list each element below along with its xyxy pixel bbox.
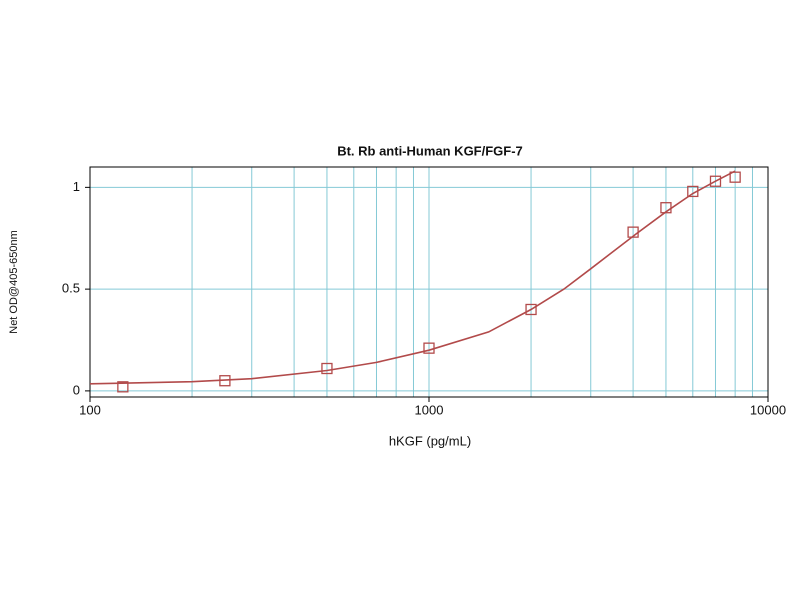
x-axis-label: hKGF (pg/mL) <box>389 433 471 448</box>
chart-title: Bt. Rb anti-Human KGF/FGF-7 <box>337 143 523 158</box>
y-tick-label: 0 <box>73 382 80 397</box>
x-tick-label: 10000 <box>750 402 786 417</box>
y-tick-label: 1 <box>73 179 80 194</box>
x-tick-label: 100 <box>79 402 101 417</box>
data-point <box>660 202 672 214</box>
data-point <box>423 342 435 354</box>
data-point <box>117 381 129 393</box>
data-point <box>627 226 639 238</box>
data-point <box>709 175 722 187</box>
y-tick-label: 0.5 <box>62 281 80 296</box>
data-point <box>729 171 741 183</box>
data-point <box>525 303 537 316</box>
fit-curve <box>89 170 736 385</box>
data-point <box>321 362 333 375</box>
data-point <box>219 375 231 387</box>
data-point <box>687 185 699 198</box>
x-tick-label: 1000 <box>415 402 444 417</box>
y-axis-label: Net OD@405-650nm <box>8 230 20 334</box>
plot-frame <box>89 166 769 398</box>
